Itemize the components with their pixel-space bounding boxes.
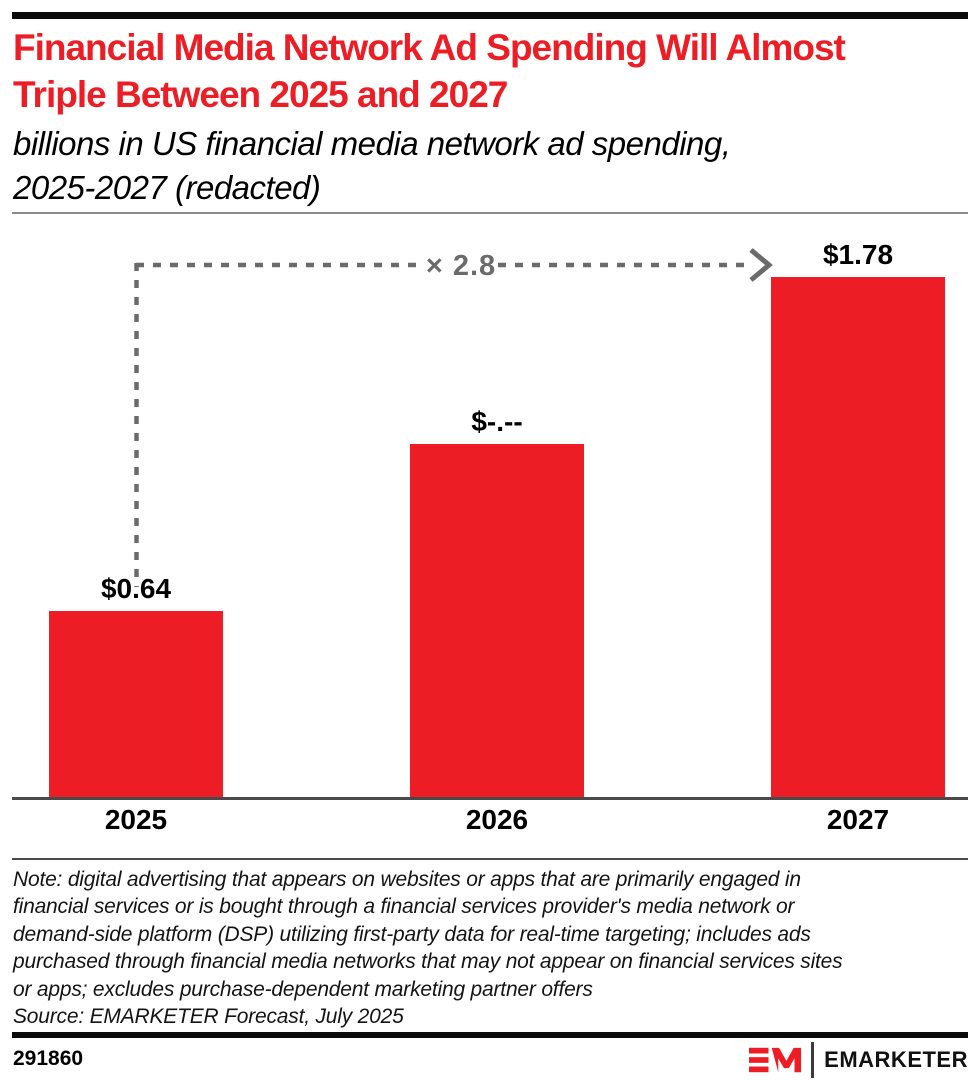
bar-value-label-2025: $0.64 [100,573,172,604]
bar-value-label-2027: $1.78 [822,239,894,270]
footer-accent-bar [12,1032,968,1038]
top-accent-bar [12,12,968,19]
x-axis-label-2025: 2025 [104,804,168,835]
bar-2027 [771,277,945,798]
chart-title: Financial Media Network Ad Spending Will… [13,24,846,118]
bar-chart: × 2.8 $0.64 $-.-- $1.78 [0,215,980,800]
brand-logo: EMARKETER [749,1040,968,1080]
growth-multiplier-label: × 2.8 [426,250,496,282]
x-axis-line [12,797,968,800]
chart-subtitle-line-2: 2025-2027 (redacted) [13,169,321,206]
footnote-line-4: purchased through financial media networ… [13,950,843,974]
footnote-note: Note: digital advertising that appears o… [13,866,969,1003]
chart-id: 291860 [13,1047,84,1070]
chart-title-line-2: Triple Between 2025 and 2027 [13,74,508,115]
brand-wordmark: EMARKETER [824,1047,968,1072]
footnote-line-5: or apps; excludes purchase-dependent mar… [13,977,593,1001]
x-axis-label-2027: 2027 [826,804,890,835]
footnote-source: Source: EMARKETER Forecast, July 2025 [13,1005,404,1029]
chart-title-line-1: Financial Media Network Ad Spending Will… [13,27,846,68]
brand-divider [811,1042,815,1078]
x-axis-label-2026: 2026 [465,804,529,835]
chart-subtitle-line-1: billions in US financial media network a… [13,125,731,162]
header-divider-line [12,212,968,214]
bar-2025 [49,611,223,798]
arrowhead-icon [749,248,773,282]
footnote: Note: digital advertising that appears o… [13,866,969,1030]
emarketer-monogram-icon [749,1047,802,1073]
footnote-line-3: demand-side platform (DSP) utilizing fir… [13,922,811,946]
footnote-line-2: financial services or is bought through … [13,895,795,919]
growth-arrow: × 2.8 [134,248,773,587]
bar-value-label-2026: $-.-- [471,406,523,437]
chart-subtitle: billions in US financial media network a… [13,122,731,210]
footnote-divider-line [12,858,968,860]
footnote-line-1: Note: digital advertising that appears o… [13,868,801,891]
bar-2026 [410,444,584,798]
